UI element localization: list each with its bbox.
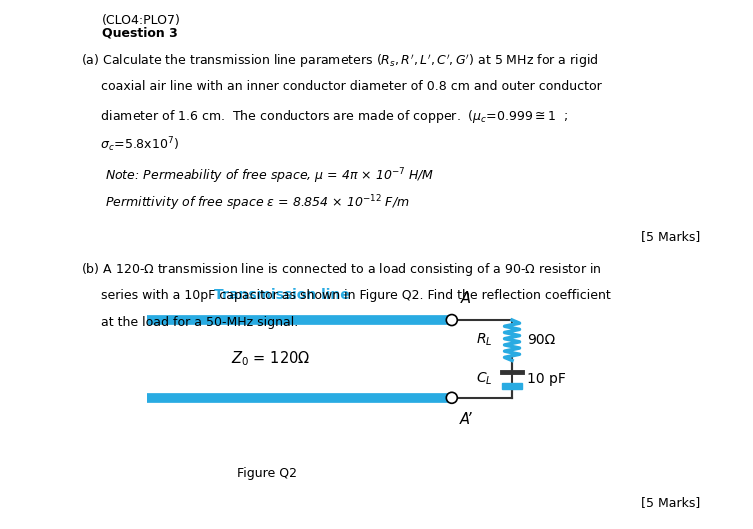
Text: Figure Q2: Figure Q2 xyxy=(237,467,297,480)
Text: 10 pF: 10 pF xyxy=(527,372,566,386)
Text: diameter of 1.6 cm.  The conductors are made of copper.  ($\mu_c$=0.999$\cong$1 : diameter of 1.6 cm. The conductors are m… xyxy=(81,108,569,125)
Text: at the load for a 50-MHz signal.: at the load for a 50-MHz signal. xyxy=(81,316,299,330)
Text: [5 Marks]: [5 Marks] xyxy=(641,496,700,509)
Text: (a) Calculate the transmission line parameters ($R_s, R', L', C', G'$) at 5 MHz : (a) Calculate the transmission line para… xyxy=(81,53,599,70)
Text: 90Ω: 90Ω xyxy=(527,333,555,347)
Circle shape xyxy=(447,393,457,403)
Text: A’: A’ xyxy=(459,412,472,427)
Text: (b) A 120-$\Omega$ transmission line is connected to a load consisting of a 90-$: (b) A 120-$\Omega$ transmission line is … xyxy=(81,261,602,278)
Text: $\sigma_c$=5.8x10$^7$): $\sigma_c$=5.8x10$^7$) xyxy=(81,135,179,154)
Text: Transmission line: Transmission line xyxy=(215,288,350,302)
Text: A: A xyxy=(461,291,471,306)
Text: [5 Marks]: [5 Marks] xyxy=(641,230,700,243)
Text: series with a 10pF capacitor as shown in Figure Q2. Find the reflection coeffici: series with a 10pF capacitor as shown in… xyxy=(81,289,611,302)
Text: $Z_0$ = 120Ω: $Z_0$ = 120Ω xyxy=(231,350,311,368)
Text: (CLO4:PLO7): (CLO4:PLO7) xyxy=(102,14,181,27)
Text: $C_L$: $C_L$ xyxy=(475,371,492,387)
FancyBboxPatch shape xyxy=(502,384,522,389)
Text: coaxial air line with an inner conductor diameter of 0.8 cm and outer conductor: coaxial air line with an inner conductor… xyxy=(81,80,602,94)
Circle shape xyxy=(447,315,457,325)
Text: $\mathit{Note}$: Permeability of free space, $\mu$ = 4$\pi$ × 10$^{-7}$ H/M: $\mathit{Note}$: Permeability of free sp… xyxy=(105,166,434,186)
Text: Permittivity of free space $\varepsilon$ = 8.854 × 10$^{-12}$ F/m: Permittivity of free space $\varepsilon$… xyxy=(105,193,410,213)
Text: $R_L$: $R_L$ xyxy=(476,332,492,349)
Text: Question 3: Question 3 xyxy=(102,26,178,40)
